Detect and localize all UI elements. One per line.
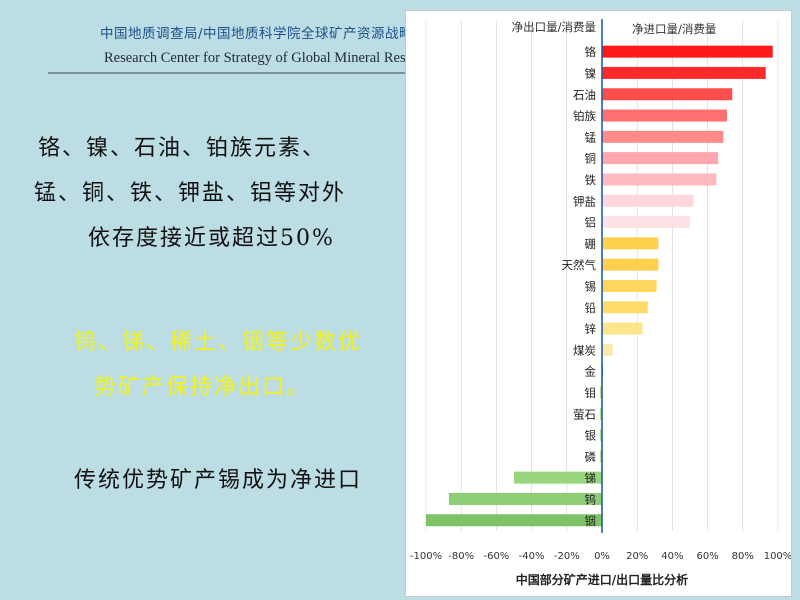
text-block-import-dependence: 铬、镍、石油、铂族元素、 锰、铜、铁、钾盐、铝等对外 依存度接近或超过50% <box>34 126 398 261</box>
text-line: 钨、锑、稀土、铟等少数优 <box>74 330 363 355</box>
category-label: 铝 <box>585 216 597 230</box>
category-label: 银 <box>585 429 597 443</box>
bar <box>602 258 659 271</box>
x-tick-label: 80% <box>732 551 754 562</box>
text-line: 锰、铜、铁、钾盐、铝等对外 <box>34 181 347 206</box>
x-tick-label: -40% <box>519 551 545 562</box>
bar <box>602 66 766 79</box>
bar <box>602 152 719 165</box>
x-tick-label: 0% <box>594 551 610 562</box>
category-label: 钨 <box>585 492 597 506</box>
category-label: 金 <box>585 365 597 379</box>
category-label: 锑 <box>585 471 597 485</box>
x-tick-label: 20% <box>626 551 648 562</box>
bar <box>448 492 602 505</box>
header-divider <box>48 72 653 74</box>
chart-title: 中国部分矿产进口/出口量比分析 <box>516 572 688 587</box>
x-tick-label: 60% <box>696 551 718 562</box>
category-label: 铬 <box>585 45 597 59</box>
category-label: 磷 <box>585 450 597 464</box>
category-label: 铟 <box>585 514 597 528</box>
text-block-net-export: 钨、锑、稀土、铟等少数优 势矿产保持净出口。 <box>74 320 404 410</box>
bar <box>602 322 643 335</box>
bar <box>602 109 727 122</box>
x-tick-label: -60% <box>483 551 509 562</box>
bar <box>602 173 717 186</box>
x-tick-label: 100% <box>764 551 791 562</box>
bar <box>602 343 613 356</box>
category-label: 铜 <box>585 152 597 166</box>
category-label: 硼 <box>585 237 597 251</box>
bar <box>602 45 773 58</box>
x-tick-label: -20% <box>554 551 580 562</box>
text-line: 依存度接近或超过50% <box>88 226 335 251</box>
x-tick-label: -80% <box>448 551 474 562</box>
category-label: 钼 <box>585 386 597 400</box>
category-label: 铁 <box>585 173 597 187</box>
bar <box>602 88 733 101</box>
x-tick-label: -100% <box>410 551 442 562</box>
bar <box>602 279 657 292</box>
category-label: 钾盐 <box>573 194 596 208</box>
text-line: 铬、镍、石油、铂族元素、 <box>38 136 327 161</box>
bar <box>602 301 648 314</box>
header-org-cn: 中国地质调查局/中国地质科学院全球矿产资源战略研究中心 <box>100 26 470 42</box>
category-label: 石油 <box>573 88 596 102</box>
bar <box>426 514 602 527</box>
category-label: 锌 <box>585 322 597 336</box>
bar <box>514 471 602 484</box>
category-label: 煤炭 <box>573 343 596 357</box>
category-label: 锰 <box>585 130 597 144</box>
header-org-en: Research Center for Strategy of Global M… <box>104 50 479 66</box>
category-label: 镍 <box>585 66 597 80</box>
bar <box>600 407 602 420</box>
bar <box>602 194 694 207</box>
x-tick-label: 40% <box>661 551 683 562</box>
bar <box>602 237 659 250</box>
legend-left-label: 净出口量/消费量 <box>512 20 596 34</box>
bar <box>602 130 724 143</box>
category-label: 天然气 <box>562 258 597 272</box>
legend-right-label: 净进口量/消费量 <box>632 22 716 36</box>
bar <box>602 216 690 229</box>
text-line: 势矿产保持净出口。 <box>94 375 311 400</box>
category-label: 萤石 <box>573 407 596 421</box>
category-label: 铅 <box>585 301 597 315</box>
text-block-tin-import: 传统优势矿产锡成为净进口 <box>74 458 404 503</box>
category-label: 铂族 <box>573 109 596 123</box>
bar <box>600 386 602 399</box>
category-label: 锡 <box>585 279 597 293</box>
chart-panel: 铬镍石油铂族锰铜铁钾盐铝硼天然气锡铅锌煤炭金钼萤石银磷锑钨铟 净出口量/消费量 净进… <box>405 10 792 597</box>
bar <box>600 429 602 442</box>
text-line: 传统优势矿产锡成为净进口 <box>74 468 363 493</box>
bar <box>600 450 602 463</box>
